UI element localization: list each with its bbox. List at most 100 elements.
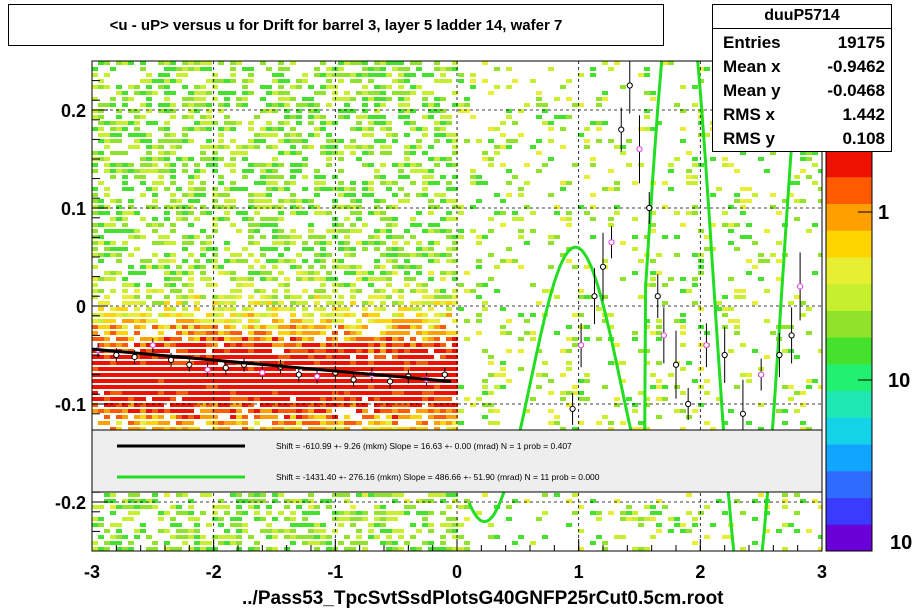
heatmap-cell: [452, 499, 458, 503]
heatmap-cell: [194, 319, 200, 323]
heatmap-cell: [170, 403, 176, 407]
heatmap-cell: [164, 361, 170, 365]
heatmap-cell: [776, 529, 782, 533]
heatmap-cell: [386, 421, 392, 425]
heatmap-cell: [260, 349, 266, 353]
heatmap-cell: [92, 403, 98, 407]
heatmap-cell: [146, 409, 152, 413]
heatmap-cell: [338, 115, 344, 119]
heatmap-cell: [650, 271, 656, 275]
heatmap-cell: [272, 295, 278, 299]
heatmap-cell: [404, 67, 410, 71]
heatmap-cell: [398, 79, 404, 83]
heatmap-cell: [434, 493, 440, 497]
heatmap-cell: [416, 325, 422, 329]
heatmap-cell: [308, 355, 314, 359]
heatmap-cell: [416, 253, 422, 257]
heatmap-cell: [200, 337, 206, 341]
heatmap-cell: [398, 403, 404, 407]
heatmap-cell: [194, 187, 200, 191]
heatmap-cell: [128, 205, 134, 209]
heatmap-cell: [446, 259, 452, 263]
heatmap-cell: [374, 415, 380, 419]
heatmap-cell: [296, 301, 302, 305]
heatmap-cell: [566, 403, 572, 407]
heatmap-cell: [614, 187, 620, 191]
heatmap-cell: [290, 115, 296, 119]
heatmap-cell: [230, 151, 236, 155]
heatmap-cell: [410, 379, 416, 383]
heatmap-cell: [230, 379, 236, 383]
heatmap-cell: [356, 379, 362, 383]
heatmap-cell: [158, 169, 164, 173]
heatmap-cell: [266, 181, 272, 185]
heatmap-cell: [326, 379, 332, 383]
heatmap-cell: [260, 403, 266, 407]
heatmap-cell: [188, 391, 194, 395]
heatmap-cell: [344, 361, 350, 365]
heatmap-cell: [194, 403, 200, 407]
heatmap-cell: [356, 403, 362, 407]
heatmap-cell: [212, 193, 218, 197]
heatmap-cell: [164, 529, 170, 533]
heatmap-cell: [284, 307, 290, 311]
heatmap-cell: [224, 295, 230, 299]
heatmap-cell: [254, 415, 260, 419]
heatmap-cell: [248, 343, 254, 347]
heatmap-cell: [356, 145, 362, 149]
heatmap-cell: [446, 211, 452, 215]
heatmap-cell: [152, 301, 158, 305]
heatmap-cell: [206, 355, 212, 359]
heatmap-cell: [782, 499, 788, 503]
heatmap-cell: [266, 85, 272, 89]
heatmap-cell: [326, 253, 332, 257]
heatmap-cell: [116, 217, 122, 221]
heatmap-cell: [512, 217, 518, 221]
heatmap-cell: [152, 409, 158, 413]
heatmap-cell: [644, 67, 650, 71]
heatmap-cell: [728, 205, 734, 209]
heatmap-cell: [506, 109, 512, 113]
heatmap-cell: [740, 199, 746, 203]
heatmap-cell: [338, 385, 344, 389]
heatmap-cell: [308, 505, 314, 509]
heatmap-cell: [164, 547, 170, 551]
heatmap-cell: [302, 361, 308, 365]
heatmap-cell: [452, 163, 458, 167]
heatmap-cell: [98, 355, 104, 359]
heatmap-cell: [266, 247, 272, 251]
heatmap-cell: [188, 181, 194, 185]
heatmap-cell: [284, 181, 290, 185]
heatmap-cell: [422, 313, 428, 317]
heatmap-cell: [302, 145, 308, 149]
heatmap-cell: [800, 169, 806, 173]
heatmap-cell: [110, 367, 116, 371]
heatmap-cell: [602, 121, 608, 125]
heatmap-cell: [266, 397, 272, 401]
heatmap-cell: [140, 301, 146, 305]
heatmap-cell: [98, 379, 104, 383]
heatmap-cell: [272, 499, 278, 503]
heatmap-cell: [686, 415, 692, 419]
heatmap-cell: [380, 337, 386, 341]
profile-point: [788, 332, 795, 339]
heatmap-cell: [782, 325, 788, 329]
heatmap-cell: [158, 427, 164, 431]
heatmap-cell: [140, 403, 146, 407]
heatmap-cell: [338, 247, 344, 251]
heatmap-cell: [146, 391, 152, 395]
heatmap-cell: [398, 169, 404, 173]
heatmap-cell: [542, 103, 548, 107]
y-tick-label: -0.2: [55, 493, 86, 513]
heatmap-cell: [650, 511, 656, 515]
heatmap-cell: [284, 199, 290, 203]
heatmap-cell: [146, 313, 152, 317]
heatmap-cell: [428, 409, 434, 413]
heatmap-cell: [266, 313, 272, 317]
heatmap-cell: [254, 325, 260, 329]
stats-value: -0.0468: [827, 81, 885, 100]
heatmap-cell: [308, 511, 314, 515]
heatmap-cell: [404, 385, 410, 389]
heatmap-cell: [620, 535, 626, 539]
heatmap-cell: [416, 289, 422, 293]
